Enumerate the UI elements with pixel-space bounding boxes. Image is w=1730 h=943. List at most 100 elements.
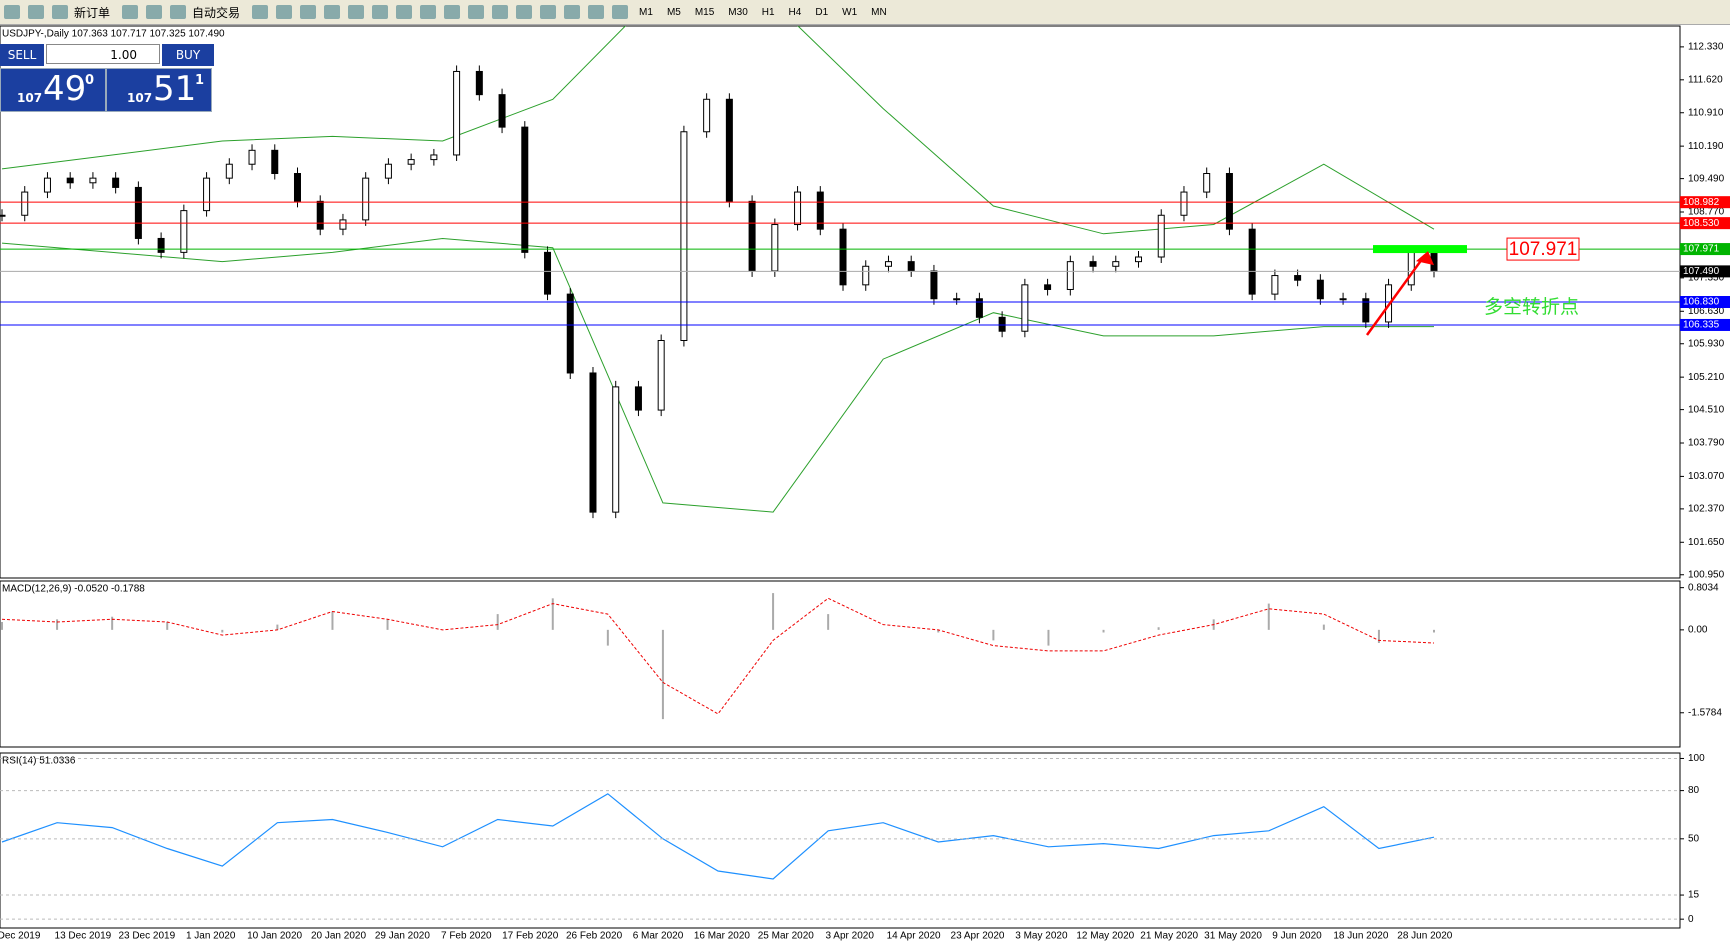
- y-tick-label: 105.210: [1688, 372, 1725, 383]
- icon[interactable]: [348, 5, 365, 19]
- x-tick-label: 23 Dec 2019: [118, 931, 175, 942]
- bid-price[interactable]: 107 49 0: [0, 68, 106, 112]
- icon[interactable]: [444, 5, 461, 19]
- candle: [680, 131, 688, 342]
- timeframe-button[interactable]: M30: [728, 6, 748, 18]
- timeframe-button[interactable]: H1: [761, 6, 775, 18]
- icon[interactable]: [492, 5, 509, 19]
- bollinger-band: [1, 26, 1435, 235]
- icon[interactable]: [276, 5, 293, 19]
- ask-price[interactable]: 107 51 1: [106, 68, 212, 112]
- icon[interactable]: [420, 5, 437, 19]
- icon[interactable]: [4, 5, 20, 19]
- icon[interactable]: [122, 5, 139, 19]
- candle: [1180, 191, 1188, 216]
- x-tick-label: 1 Jan 2020: [186, 931, 236, 942]
- timeframe-button[interactable]: M15: [694, 6, 715, 18]
- y-tick-label: -1.5784: [1688, 707, 1722, 718]
- x-tick-label: 7 Feb 2020: [441, 931, 492, 942]
- icon[interactable]: [396, 5, 413, 19]
- icon[interactable]: [468, 5, 485, 19]
- level-tag: [1680, 196, 1730, 209]
- auto-trade-button[interactable]: 自动交易: [192, 5, 241, 20]
- icon[interactable]: [146, 5, 163, 19]
- candle: [21, 191, 29, 216]
- candle: [634, 386, 642, 411]
- candle: [1294, 275, 1302, 281]
- candle: [953, 298, 961, 301]
- annotation-box: [1506, 237, 1580, 261]
- icon[interactable]: [252, 5, 269, 19]
- y-tick-label: 15: [1688, 890, 1700, 901]
- new-order-button[interactable]: 新订单: [74, 5, 111, 20]
- y-tick-label: 101.650: [1688, 537, 1725, 548]
- candle: [407, 159, 415, 165]
- x-tick-label: 16 Mar 2020: [694, 931, 751, 942]
- y-tick-label: 104.510: [1688, 404, 1725, 415]
- x-tick-label: 29 Jan 2020: [375, 931, 430, 942]
- candle: [248, 149, 256, 165]
- candle: [521, 126, 529, 253]
- icon[interactable]: [300, 5, 317, 19]
- icon[interactable]: [52, 5, 68, 19]
- x-tick-label: 3 Apr 2020: [826, 931, 875, 942]
- timeframe-button[interactable]: MN: [871, 6, 887, 18]
- y-tick-label: 110.910: [1688, 107, 1724, 118]
- candle: [1225, 173, 1233, 230]
- x-tick-label: 6 Mar 2020: [633, 931, 684, 942]
- x-tick-label: 10 Jan 2020: [247, 931, 302, 942]
- y-tick-label: 100.950: [1688, 569, 1725, 580]
- timeframe-button[interactable]: M5: [666, 6, 681, 18]
- ask-main: 51: [153, 69, 197, 109]
- icon[interactable]: [516, 5, 533, 19]
- x-tick-label: 25 Mar 2020: [758, 931, 815, 942]
- candle: [271, 149, 279, 175]
- icon[interactable]: [372, 5, 389, 19]
- x-tick-label: 26 Feb 2020: [566, 931, 623, 942]
- timeframe-button[interactable]: H4: [788, 6, 802, 18]
- toolbar: 新订单 自动交易 M1 M5 M15 M30 H1 H4 D1 W1 MN: [0, 0, 1730, 25]
- candle: [839, 228, 847, 286]
- candle: [1112, 261, 1120, 267]
- icon[interactable]: [170, 5, 187, 19]
- candle: [430, 154, 438, 161]
- icon[interactable]: [324, 5, 341, 19]
- x-tick-label: 14 Apr 2020: [887, 931, 941, 942]
- x-tick-label: Dec 2019: [0, 931, 41, 942]
- candle: [134, 186, 142, 239]
- y-tick-label: 50: [1688, 833, 1700, 844]
- y-tick-label: 105.930: [1688, 338, 1725, 349]
- candle: [316, 200, 324, 230]
- candle: [612, 386, 620, 513]
- candle: [907, 261, 915, 272]
- y-tick-label: 109.490: [1688, 173, 1725, 184]
- candle: [1089, 261, 1097, 267]
- icon[interactable]: [28, 5, 44, 19]
- y-tick-label: 107.350: [1688, 273, 1725, 284]
- candle: [112, 177, 120, 188]
- sell-button[interactable]: SELL: [0, 44, 44, 66]
- icon[interactable]: [540, 5, 557, 19]
- candle: [657, 340, 665, 411]
- candle: [66, 177, 74, 184]
- timeframe-button[interactable]: W1: [842, 6, 858, 18]
- level-tag: [1680, 217, 1730, 230]
- x-tick-label: 13 Dec 2019: [55, 931, 112, 942]
- icon[interactable]: [588, 5, 605, 19]
- level-label: 108.530: [1683, 218, 1720, 229]
- timeframe-button[interactable]: M1: [639, 6, 653, 18]
- timeframe-button[interactable]: D1: [815, 6, 829, 18]
- lot-input[interactable]: 1.00: [46, 44, 160, 64]
- ask-sup: 1: [195, 73, 205, 88]
- candle: [453, 70, 461, 156]
- icon[interactable]: [612, 5, 629, 19]
- candle: [1157, 214, 1165, 258]
- icon[interactable]: [564, 5, 581, 19]
- candle: [339, 219, 347, 230]
- y-tick-label: 0: [1688, 914, 1694, 925]
- candle: [544, 251, 552, 295]
- buy-button[interactable]: BUY: [162, 44, 214, 66]
- candle: [975, 298, 983, 318]
- rsi-panel: [0, 752, 1681, 929]
